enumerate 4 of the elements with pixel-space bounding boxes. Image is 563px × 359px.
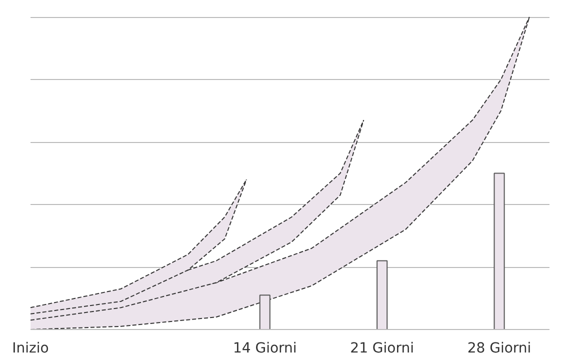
x-tick-label: Inizio — [12, 340, 49, 356]
x-tick-label: 21 Giorni — [350, 340, 414, 356]
x-tick-label: 14 Giorni — [232, 340, 297, 356]
x-tick-label: 28 Giorni — [467, 340, 532, 356]
